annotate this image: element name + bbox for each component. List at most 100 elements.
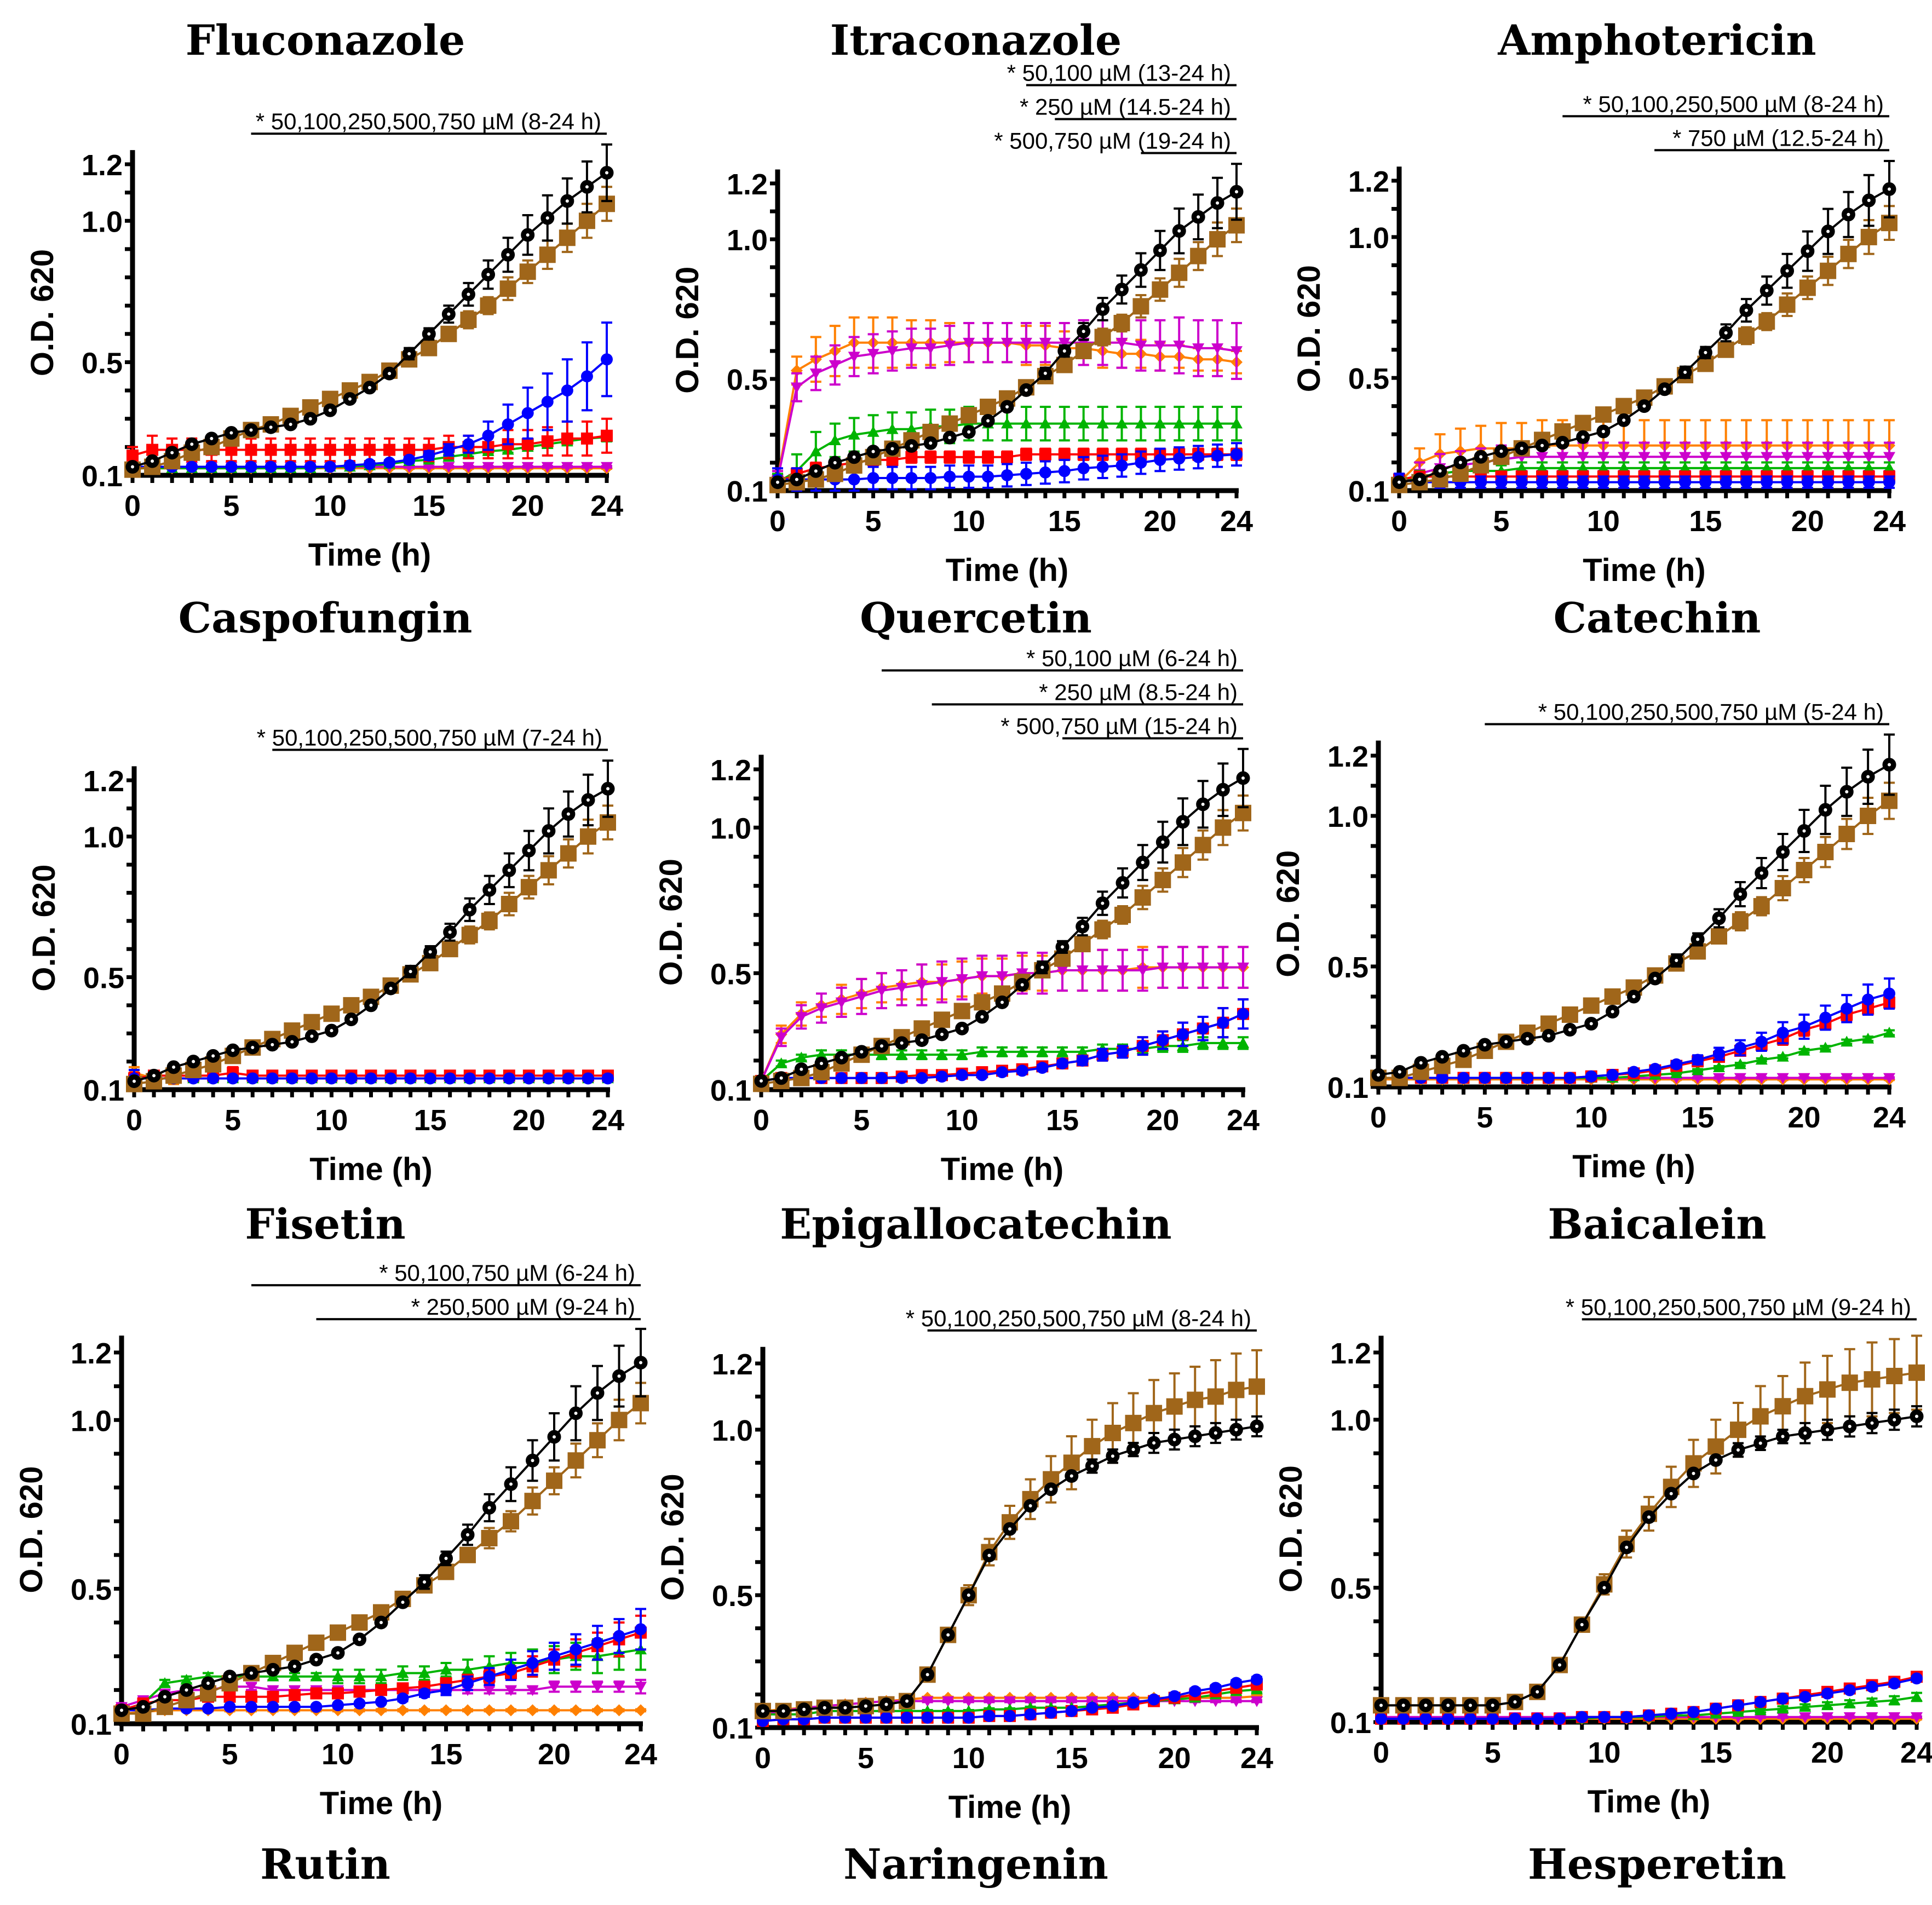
data-point <box>1658 462 1671 473</box>
data-point <box>601 462 613 473</box>
data-point <box>1001 451 1013 463</box>
x-tick-label: 24 <box>624 1738 657 1771</box>
data-point <box>365 1072 377 1085</box>
series-line <box>761 812 1244 1085</box>
data-point <box>1561 1006 1578 1023</box>
data-point <box>1838 826 1855 842</box>
data-point <box>815 1003 827 1015</box>
x-tick-label: 20 <box>513 1104 545 1137</box>
data-point-center <box>929 441 933 445</box>
data-point <box>343 997 360 1014</box>
data-point-center <box>1235 190 1238 194</box>
series-control <box>771 163 1244 490</box>
x-axis-label: Time (h) <box>946 552 1069 588</box>
data-point <box>924 343 937 354</box>
series-s100 <box>1393 473 1895 489</box>
x-tick-label: 24 <box>1220 505 1253 538</box>
series-line <box>1378 992 1890 1079</box>
data-point <box>441 941 458 958</box>
data-point-center <box>566 812 570 816</box>
data-point-center <box>1744 308 1748 312</box>
data-point <box>1039 466 1051 479</box>
data-point <box>982 337 994 349</box>
data-point <box>560 845 577 862</box>
data-point-center <box>507 868 511 872</box>
data-point-center <box>1241 776 1245 780</box>
data-point <box>1056 356 1073 373</box>
data-point <box>775 1032 787 1044</box>
data-point <box>1117 1045 1129 1058</box>
data-point <box>1020 468 1032 480</box>
data-point <box>1556 476 1569 488</box>
data-point <box>829 434 841 445</box>
data-point <box>570 1704 582 1717</box>
data-point <box>1658 476 1671 488</box>
data-point-center <box>1419 1061 1423 1064</box>
data-point-center <box>1440 1055 1444 1058</box>
data-point <box>924 472 937 485</box>
data-point-center <box>1483 1043 1487 1046</box>
data-point <box>505 1704 517 1717</box>
x-axis-label: Time (h) <box>941 1152 1064 1187</box>
data-point <box>1157 1034 1169 1046</box>
data-point-center <box>1398 480 1401 484</box>
data-point <box>886 423 899 434</box>
data-point <box>1692 1054 1704 1066</box>
panel-fisetin: Fisetin * 50,100,750 µM (6-24 h) * 250,500… <box>14 1200 657 1821</box>
y-tick-label: 1.0 <box>1327 801 1369 833</box>
data-point-center <box>172 1065 176 1069</box>
data-point <box>1720 476 1732 488</box>
data-point <box>855 992 868 1003</box>
data-point <box>867 472 879 485</box>
data-point-center <box>795 477 798 481</box>
data-point <box>1776 1027 1789 1039</box>
x-tick-label: 0 <box>769 505 786 538</box>
data-point <box>1761 462 1773 473</box>
data-point <box>1536 462 1549 473</box>
data-point <box>444 1072 456 1085</box>
data-point-center <box>428 950 432 954</box>
y-axis-label: O.D. 620 <box>1291 265 1327 392</box>
y-axis-label: O.D. 620 <box>25 249 60 376</box>
data-point <box>1796 862 1813 878</box>
series-line <box>132 203 608 471</box>
data-point <box>1016 1045 1028 1057</box>
series-vehicle <box>1370 781 1898 1086</box>
data-point <box>343 459 356 471</box>
data-point-center <box>1080 925 1084 929</box>
data-point <box>775 1057 787 1068</box>
data-point <box>961 407 978 424</box>
x-tick-label: 20 <box>511 490 544 522</box>
y-tick-label: 1.0 <box>82 205 123 238</box>
data-point <box>1801 452 1814 463</box>
data-point-center <box>468 908 472 912</box>
data-point <box>1740 452 1752 463</box>
data-point-center <box>1221 788 1225 792</box>
data-point-center <box>1724 331 1728 335</box>
data-point <box>1801 476 1814 488</box>
data-point <box>580 432 593 445</box>
series-control <box>127 759 615 1089</box>
data-point-center <box>1683 370 1687 374</box>
x-axis-label: Time (h) <box>308 537 432 573</box>
data-point <box>1774 880 1791 896</box>
data-point-center <box>1589 1022 1593 1026</box>
data-point-center <box>1696 937 1700 941</box>
data-point <box>364 444 376 456</box>
data-point <box>895 1049 908 1060</box>
data-point-center <box>1181 820 1185 824</box>
data-point-center <box>210 436 214 440</box>
data-point <box>1077 417 1090 429</box>
data-point <box>1117 965 1129 976</box>
data-point-center <box>170 451 174 454</box>
x-tick-label: 0 <box>126 1104 142 1137</box>
data-point <box>1563 1072 1576 1084</box>
data-point-center <box>880 1044 883 1048</box>
x-tick-label: 15 <box>429 1738 462 1771</box>
data-point <box>1862 462 1875 473</box>
y-tick-label: 0.5 <box>1327 951 1369 984</box>
data-point-center <box>427 332 431 336</box>
data-point <box>1597 452 1609 463</box>
data-point <box>1132 298 1149 315</box>
data-point <box>580 462 593 473</box>
